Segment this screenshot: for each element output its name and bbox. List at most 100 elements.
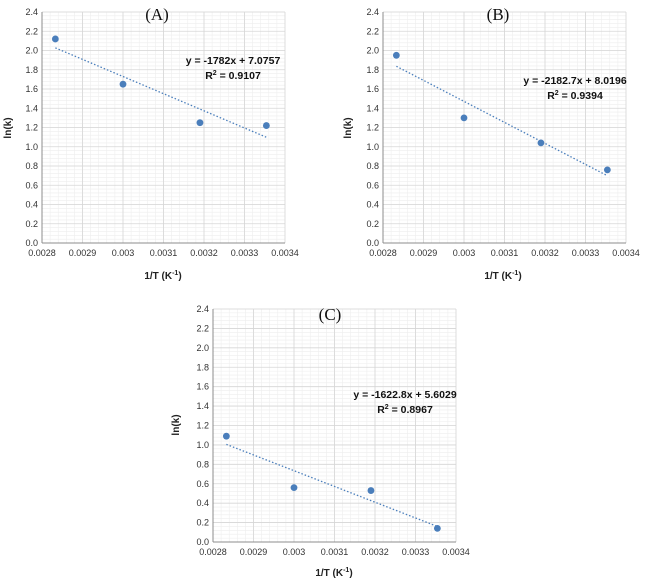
y-tick-label: 0.2 — [196, 518, 209, 528]
chart-panel-b: 0.0028 0.0029 0.003 0.0031 0.0032 0.0033 0.003… — [343, 5, 640, 282]
data-point — [367, 487, 375, 494]
x-tick-label: 0.0028 — [199, 547, 227, 557]
data-point — [537, 139, 545, 147]
x-tick-label: 0.0029 — [410, 248, 438, 258]
tick-labels: 0.0028 0.0029 0.003 0.0031 0.0032 0.0033 0.003… — [196, 304, 469, 557]
grid-lines — [382, 11, 627, 244]
y-tick-label: 0.6 — [25, 180, 38, 190]
data-point — [460, 114, 468, 122]
y-tick-label: 1.2 — [25, 123, 38, 133]
panel-label: (B) — [487, 5, 510, 24]
x-axis-label: 1/T (K-1) — [315, 567, 352, 579]
y-tick-label: 0.8 — [196, 459, 209, 469]
y-tick-label: 0.4 — [196, 498, 209, 508]
trend-equation: y = -2182.7x + 8.0196 — [523, 75, 626, 87]
trend-equation: y = -1622.8x + 5.6029 — [353, 389, 456, 401]
data-point — [119, 80, 127, 88]
y-tick-label: 2.4 — [366, 7, 379, 17]
x-axis-label: 1/T (K-1) — [484, 270, 521, 282]
y-tick-label: 1.6 — [196, 382, 209, 392]
data-point — [222, 432, 230, 440]
x-tick-label: 0.0028 — [369, 248, 397, 258]
y-tick-label: 0.6 — [196, 479, 209, 489]
y-tick-label: 1.6 — [25, 84, 38, 94]
y-tick-label: 1.4 — [25, 103, 38, 113]
x-tick-label: 0.003 — [453, 248, 476, 258]
data-point — [51, 35, 59, 43]
chart-panel-c: 0.0028 0.0029 0.003 0.0031 0.0032 0.0033 0.003… — [171, 304, 470, 579]
x-tick-label: 0.0029 — [69, 248, 97, 258]
trendline — [396, 65, 608, 177]
x-tick-label: 0.0034 — [271, 248, 299, 258]
axes — [382, 12, 626, 244]
y-tick-label: 0.8 — [25, 161, 38, 171]
y-tick-label: 0.4 — [366, 200, 379, 210]
x-tick-label: 0.003 — [112, 248, 135, 258]
y-tick-label: 1.0 — [196, 440, 209, 450]
y-tick-label: 0.6 — [366, 180, 379, 190]
data-point — [290, 484, 298, 492]
y-tick-label: 1.0 — [366, 142, 379, 152]
y-tick-label: 0.8 — [366, 161, 379, 171]
x-tick-label: 0.0031 — [150, 248, 178, 258]
r-squared: R2 = 0.9394 — [547, 90, 603, 102]
y-tick-label: 2.2 — [196, 323, 209, 333]
x-tick-label: 0.0033 — [231, 248, 259, 258]
data-point — [433, 525, 441, 532]
trendline — [226, 443, 438, 528]
y-tick-label: 0.0 — [366, 238, 379, 248]
data-point — [603, 166, 611, 174]
grid-lines — [41, 11, 286, 244]
y-axis-label: ln(k) — [3, 117, 14, 138]
axes — [212, 309, 456, 543]
y-tick-label: 1.4 — [196, 401, 209, 411]
x-tick-label: 0.0032 — [531, 248, 559, 258]
y-tick-label: 0.2 — [366, 219, 379, 229]
y-tick-label: 1.8 — [196, 362, 209, 372]
y-tick-label: 1.2 — [196, 421, 209, 431]
x-tick-label: 0.0033 — [572, 248, 600, 258]
x-tick-label: 0.0032 — [190, 248, 218, 258]
data-point — [262, 122, 270, 129]
y-tick-label: 2.4 — [25, 7, 38, 17]
y-tick-label: 0.0 — [25, 238, 38, 248]
x-tick-label: 0.0031 — [491, 248, 519, 258]
r-squared: R2 = 0.9107 — [205, 70, 261, 82]
x-tick-label: 0.0029 — [240, 547, 268, 557]
trendline-layer — [396, 65, 608, 177]
data-point — [392, 51, 400, 59]
y-tick-label: 1.8 — [25, 65, 38, 75]
data-points — [392, 51, 611, 174]
data-points — [51, 35, 270, 129]
y-tick-label: 0.4 — [25, 200, 38, 210]
x-axis-label: 1/T (K-1) — [144, 270, 181, 282]
x-tick-label: 0.0032 — [361, 547, 389, 557]
x-tick-label: 0.0033 — [402, 547, 430, 557]
data-points — [222, 432, 441, 532]
panel-label: (A) — [145, 5, 169, 24]
y-tick-label: 1.4 — [366, 103, 379, 113]
grid-lines — [212, 308, 457, 543]
y-tick-label: 0.0 — [196, 537, 209, 547]
y-tick-label: 2.4 — [196, 304, 209, 314]
trendline-layer — [226, 443, 438, 528]
y-tick-label: 2.2 — [366, 26, 379, 36]
x-tick-label: 0.0028 — [28, 248, 56, 258]
y-tick-label: 1.6 — [366, 84, 379, 94]
axes — [41, 12, 285, 244]
y-axis-label: ln(k) — [343, 117, 354, 138]
chart-panel-a: 0.0028 0.0029 0.003 0.0031 0.0032 0.0033 0.003… — [3, 5, 299, 282]
tick-labels: 0.0028 0.0029 0.003 0.0031 0.0032 0.0033 0.003… — [366, 7, 639, 258]
data-point — [196, 119, 204, 127]
x-tick-label: 0.0034 — [612, 248, 640, 258]
trend-equation: y = -1782x + 7.0757 — [186, 55, 281, 67]
y-tick-label: 1.2 — [366, 123, 379, 133]
x-tick-label: 0.0031 — [321, 547, 349, 557]
y-tick-label: 2.2 — [25, 26, 38, 36]
y-tick-label: 1.0 — [25, 142, 38, 152]
r-squared: R2 = 0.8967 — [377, 404, 433, 416]
y-tick-label: 2.0 — [196, 343, 209, 353]
tick-labels: 0.0028 0.0029 0.003 0.0031 0.0032 0.0033 0.003… — [25, 7, 298, 258]
y-tick-label: 0.2 — [25, 219, 38, 229]
